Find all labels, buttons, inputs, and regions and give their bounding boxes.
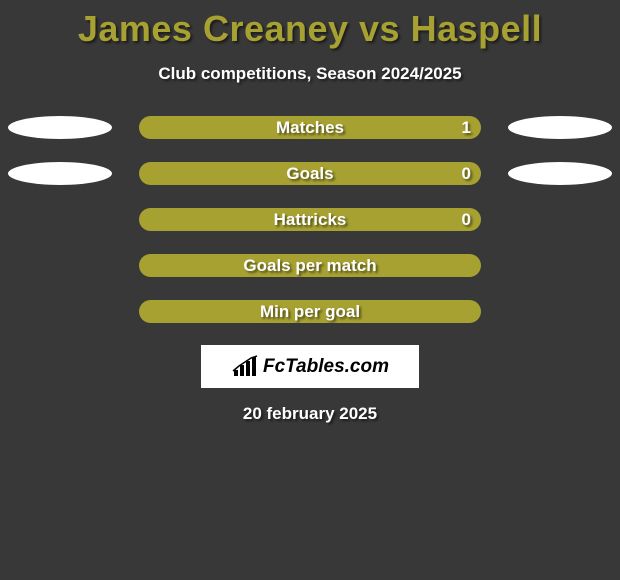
stat-row: Goals0 (0, 162, 620, 185)
right-photo-placeholder (508, 162, 612, 185)
left-photo-placeholder (8, 162, 112, 185)
stat-bar: Matches1 (139, 116, 481, 139)
stat-row: Goals per match (0, 254, 620, 277)
page-title: James Creaney vs Haspell (0, 0, 620, 50)
stat-right-value: 0 (462, 162, 471, 185)
stat-label: Hattricks (139, 208, 481, 231)
stat-bar: Goals0 (139, 162, 481, 185)
stat-label: Matches (139, 116, 481, 139)
logo-chart-icon (231, 355, 259, 379)
stat-bar: Min per goal (139, 300, 481, 323)
date-text: 20 february 2025 (0, 404, 620, 424)
subtitle: Club competitions, Season 2024/2025 (0, 64, 620, 84)
right-photo-placeholder (508, 116, 612, 139)
stats-container: Matches1Goals0Hattricks0Goals per matchM… (0, 116, 620, 323)
stat-label: Goals per match (139, 254, 481, 277)
stat-label: Min per goal (139, 300, 481, 323)
stat-bar: Goals per match (139, 254, 481, 277)
stat-bar: Hattricks0 (139, 208, 481, 231)
left-photo-placeholder (8, 116, 112, 139)
stat-row: Hattricks0 (0, 208, 620, 231)
stat-label: Goals (139, 162, 481, 185)
stat-row: Min per goal (0, 300, 620, 323)
stat-right-value: 1 (462, 116, 471, 139)
logo-text: FcTables.com (263, 356, 389, 378)
logo-box: FcTables.com (201, 345, 419, 388)
stat-right-value: 0 (462, 208, 471, 231)
stat-row: Matches1 (0, 116, 620, 139)
